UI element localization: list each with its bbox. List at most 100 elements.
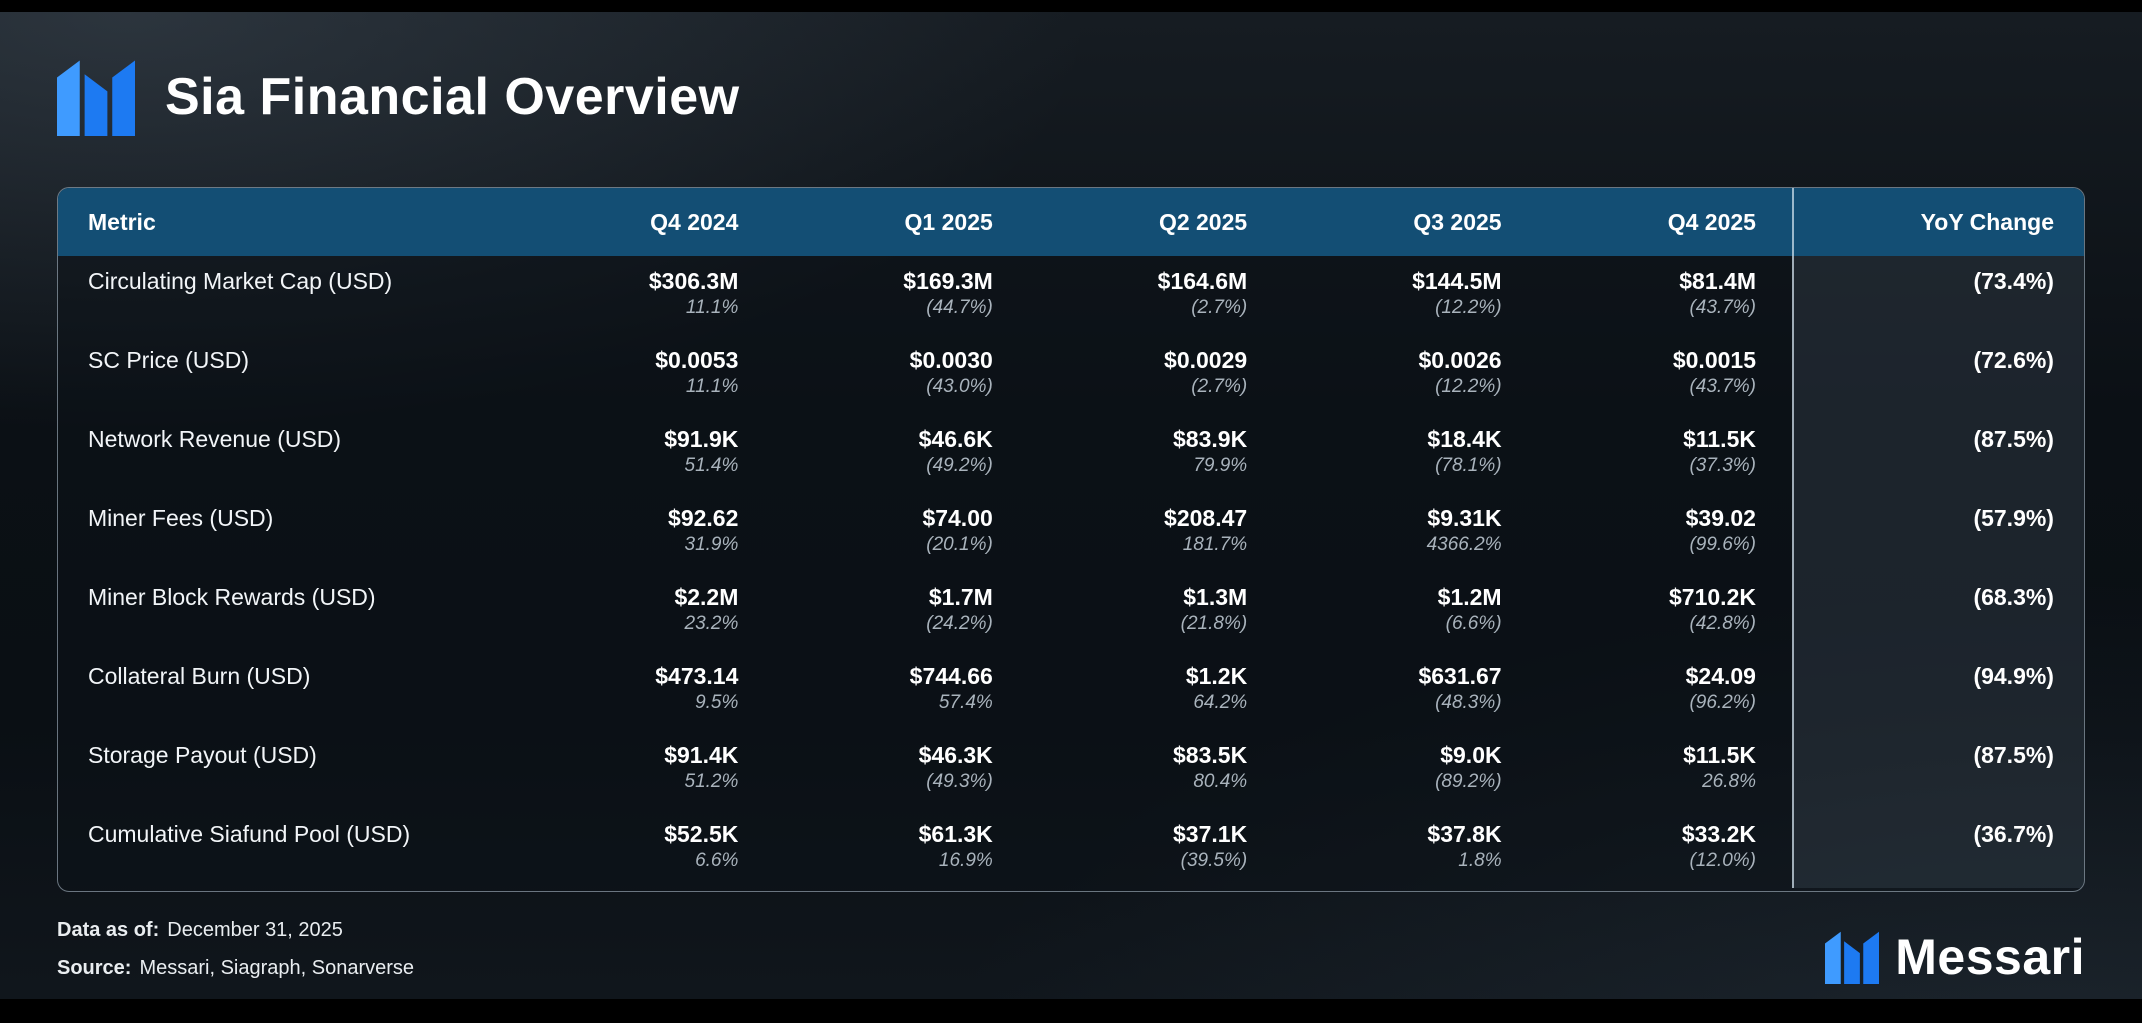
table-row: Network Revenue (USD) $91.9K 51.4% $46.6K (4…: [58, 414, 2084, 493]
quarter-cell: $11.5K 26.8%: [1538, 730, 1792, 809]
quarter-cell: $9.0K (89.2%): [1283, 730, 1537, 809]
quarter-cell: $37.8K 1.8%: [1283, 809, 1537, 888]
quarter-cell: $24.09 (96.2%): [1538, 651, 1792, 730]
qoq-change: (89.2%): [1435, 771, 1502, 792]
source-value: Messari, Siagraph, Sonarverse: [139, 957, 415, 979]
table-row: SC Price (USD) $0.0053 11.1% $0.0030 (43.0%)…: [58, 335, 2084, 414]
quarter-value: $11.5K: [1683, 426, 1756, 452]
quarter-cell: $33.2K (12.0%): [1538, 809, 1792, 888]
quarter-value: $144.5M: [1412, 268, 1502, 294]
quarter-value: $710.2K: [1669, 584, 1756, 610]
quarter-value: $37.8K: [1427, 821, 1502, 847]
brand-footer: Messari: [1825, 928, 2085, 986]
qoq-change: (21.8%): [1180, 613, 1248, 634]
yoy-cell: (73.4%): [1791, 256, 2084, 335]
qoq-change: 1.8%: [1458, 850, 1502, 871]
quarter-value: $0.0030: [909, 347, 993, 373]
quarter-value: $1.7M: [928, 584, 993, 610]
qoq-change: 6.6%: [695, 850, 739, 871]
quarter-value: $24.09: [1685, 663, 1756, 689]
quarter-value: $74.00: [922, 505, 993, 531]
quarter-value: $46.6K: [918, 426, 993, 452]
qoq-change: 9.5%: [695, 692, 739, 713]
quarter-value: $61.3K: [918, 821, 993, 847]
quarter-cell: $83.9K 79.9%: [1029, 414, 1283, 493]
quarter-cell: $74.00 (20.1%): [774, 493, 1028, 572]
table-row: Storage Payout (USD) $91.4K 51.2% $46.3K (49…: [58, 730, 2084, 809]
yoy-cell: (57.9%): [1791, 493, 2084, 572]
qoq-change: 51.4%: [684, 455, 739, 476]
quarter-cell: $0.0029 (2.7%): [1029, 335, 1283, 414]
metric-label: Cumulative Siafund Pool (USD): [88, 821, 411, 847]
quarter-cell: $46.3K (49.3%): [774, 730, 1028, 809]
quarter-value: $18.4K: [1427, 426, 1502, 452]
quarter-value: $631.67: [1418, 663, 1502, 689]
quarter-cell: $92.62 31.9%: [520, 493, 774, 572]
yoy-value: (36.7%): [1973, 821, 2054, 847]
quarter-value: $91.9K: [664, 426, 739, 452]
slide-canvas: Sia Financial Overview Metric Q4 2024 Q1 2…: [0, 12, 2142, 999]
quarter-cell: $52.5K 6.6%: [520, 809, 774, 888]
quarter-value: $9.31K: [1427, 505, 1502, 531]
yoy-cell: (87.5%): [1791, 414, 2084, 493]
source-line: Source: Messari, Siagraph, Sonarverse: [57, 955, 414, 981]
qoq-change: 23.2%: [684, 613, 739, 634]
quarter-cell: $61.3K 16.9%: [774, 809, 1028, 888]
qoq-change: (49.3%): [926, 771, 993, 792]
quarter-cell: $1.3M (21.8%): [1029, 572, 1283, 651]
qoq-change: (49.2%): [926, 455, 993, 476]
quarter-value: $81.4M: [1679, 268, 1756, 294]
qoq-change: (12.0%): [1689, 850, 1756, 871]
messari-logo-icon: [1825, 931, 1880, 984]
brand-wordmark: Messari: [1895, 929, 2085, 985]
footnotes: Data as of: December 31, 2025 Source: Mess…: [57, 917, 414, 993]
quarter-value: $0.0015: [1672, 347, 1756, 373]
yoy-value: (87.5%): [1973, 426, 2054, 452]
quarter-cell: $169.3M (44.7%): [774, 256, 1028, 335]
yoy-cell: (87.5%): [1791, 730, 2084, 809]
quarter-cell: $91.9K 51.4%: [520, 414, 774, 493]
qoq-change: (99.6%): [1689, 534, 1756, 555]
yoy-cell: (68.3%): [1791, 572, 2084, 651]
quarter-value: $2.2M: [674, 584, 739, 610]
qoq-change: (42.8%): [1689, 613, 1756, 634]
yoy-value: (87.5%): [1973, 742, 2054, 768]
quarter-cell: $164.6M (2.7%): [1029, 256, 1283, 335]
quarter-value: $473.14: [655, 663, 739, 689]
qoq-change: (2.7%): [1191, 297, 1248, 318]
quarter-value: $1.3M: [1183, 584, 1248, 610]
page-title: Sia Financial Overview: [165, 68, 740, 126]
quarter-value: $91.4K: [664, 742, 739, 768]
quarter-cell: $473.14 9.5%: [520, 651, 774, 730]
table-header-row: Metric Q4 2024 Q1 2025 Q2 2025 Q3 2025 Q4 202…: [58, 188, 2084, 256]
quarter-value: $0.0053: [655, 347, 739, 373]
yoy-value: (57.9%): [1973, 505, 2054, 531]
quarter-cell: $81.4M (43.7%): [1538, 256, 1792, 335]
qoq-change: 80.4%: [1193, 771, 1248, 792]
qoq-change: 16.9%: [938, 850, 993, 871]
messari-logo-icon: [57, 60, 135, 136]
metric-label: Miner Block Rewards (USD): [88, 584, 376, 610]
data-as-of-line: Data as of: December 31, 2025: [57, 917, 414, 943]
qoq-change: 64.2%: [1193, 692, 1248, 713]
qoq-change: 26.8%: [1702, 771, 1756, 792]
qoq-change: (43.0%): [926, 376, 993, 397]
quarter-cell: $0.0026 (12.2%): [1283, 335, 1537, 414]
metric-label: SC Price (USD): [88, 347, 250, 373]
quarter-value: $92.62: [668, 505, 739, 531]
qoq-change: 4366.2%: [1426, 534, 1502, 555]
quarter-cell: $11.5K (37.3%): [1538, 414, 1792, 493]
page-header: Sia Financial Overview: [57, 58, 740, 136]
yoy-value: (68.3%): [1973, 584, 2054, 610]
qoq-change: (12.2%): [1435, 297, 1502, 318]
quarter-value: $9.0K: [1440, 742, 1502, 768]
table-body: Circulating Market Cap (USD) $306.3M 11.1%…: [58, 256, 2084, 891]
quarter-value: $0.0026: [1418, 347, 1502, 373]
quarter-value: $11.5K: [1683, 742, 1756, 768]
quarter-cell: $1.2M (6.6%): [1283, 572, 1537, 651]
quarter-cell: $1.2K 64.2%: [1029, 651, 1283, 730]
qoq-change: (44.7%): [926, 297, 993, 318]
qoq-change: (78.1%): [1435, 455, 1502, 476]
quarter-cell: $306.3M 11.1%: [520, 256, 774, 335]
qoq-change: 11.1%: [685, 376, 739, 397]
